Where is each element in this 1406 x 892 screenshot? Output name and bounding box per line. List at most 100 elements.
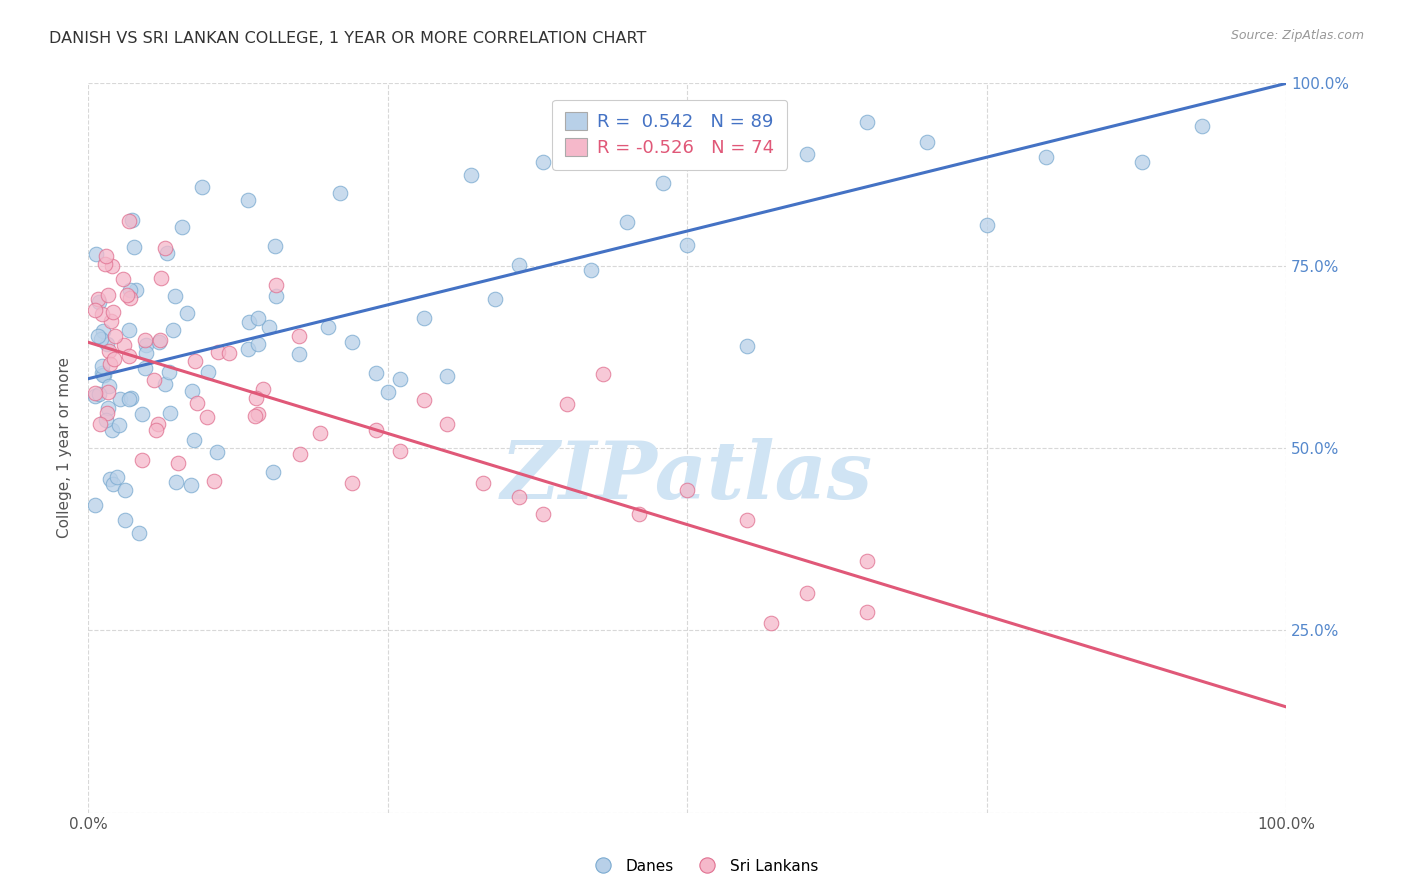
Point xyxy=(111,272,134,286)
Point xyxy=(247,336,270,351)
Point xyxy=(91,359,114,374)
Point xyxy=(262,465,284,479)
Point xyxy=(97,401,120,415)
Point xyxy=(197,365,219,379)
Point xyxy=(84,246,107,260)
Point xyxy=(121,213,143,227)
Point xyxy=(146,417,169,432)
Point xyxy=(191,179,214,194)
Point xyxy=(166,456,188,470)
Point xyxy=(388,371,411,385)
Point xyxy=(288,447,311,461)
Point xyxy=(155,242,177,256)
Point xyxy=(165,475,187,489)
Point xyxy=(460,168,482,182)
Point xyxy=(377,384,399,399)
Point xyxy=(135,337,157,351)
Point xyxy=(128,526,150,541)
Point xyxy=(104,328,127,343)
Point xyxy=(84,389,107,403)
Point xyxy=(125,284,148,298)
Point xyxy=(97,344,120,359)
Point xyxy=(412,310,434,325)
Point xyxy=(91,368,114,383)
Point xyxy=(108,418,131,433)
Point xyxy=(118,283,141,297)
Point xyxy=(1239,62,1261,76)
Point xyxy=(96,413,118,427)
Point xyxy=(103,351,125,366)
Point xyxy=(388,444,411,458)
Point xyxy=(91,366,114,380)
Point xyxy=(236,342,259,356)
Point xyxy=(1130,155,1153,169)
Point xyxy=(89,386,111,401)
Point xyxy=(135,346,157,360)
Point xyxy=(165,289,187,303)
Point xyxy=(796,585,818,599)
Point xyxy=(162,323,184,337)
Point xyxy=(181,384,204,399)
Point xyxy=(186,396,208,410)
Point xyxy=(100,472,122,486)
Point xyxy=(735,339,758,353)
Point xyxy=(84,302,107,317)
Point xyxy=(412,393,434,408)
Point xyxy=(105,470,128,484)
Point xyxy=(91,324,114,338)
Point xyxy=(94,257,117,271)
Point xyxy=(508,258,530,272)
Point xyxy=(263,239,285,253)
Point xyxy=(156,245,179,260)
Point xyxy=(110,392,132,406)
Point xyxy=(180,478,202,492)
Point xyxy=(149,270,172,285)
Point xyxy=(976,218,998,232)
Text: ZIPatlas: ZIPatlas xyxy=(501,438,873,516)
Point xyxy=(264,277,287,292)
Point xyxy=(508,491,530,505)
Point xyxy=(94,249,117,263)
Legend: R =  0.542   N = 89, R = -0.526   N = 74: R = 0.542 N = 89, R = -0.526 N = 74 xyxy=(553,100,787,169)
Point xyxy=(97,379,120,393)
Point xyxy=(100,314,122,328)
Point xyxy=(159,406,181,420)
Point xyxy=(288,346,311,360)
Point xyxy=(340,334,363,349)
Point xyxy=(1035,150,1057,164)
Text: DANISH VS SRI LANKAN COLLEGE, 1 YEAR OR MORE CORRELATION CHART: DANISH VS SRI LANKAN COLLEGE, 1 YEAR OR … xyxy=(49,31,647,46)
Point xyxy=(264,289,287,303)
Point xyxy=(114,513,136,527)
Point xyxy=(172,219,194,234)
Point xyxy=(218,346,240,360)
Point xyxy=(87,294,110,309)
Point xyxy=(472,476,495,491)
Point xyxy=(96,406,118,420)
Point xyxy=(796,146,818,161)
Point xyxy=(555,144,578,158)
Point xyxy=(112,338,135,352)
Point xyxy=(759,615,782,630)
Point xyxy=(131,453,153,467)
Point xyxy=(855,605,877,619)
Point xyxy=(176,306,198,320)
Point xyxy=(245,409,267,423)
Point xyxy=(855,114,877,128)
Point xyxy=(531,154,554,169)
Point xyxy=(581,263,603,277)
Point xyxy=(118,214,141,228)
Y-axis label: College, 1 year or more: College, 1 year or more xyxy=(58,358,72,539)
Text: Source: ZipAtlas.com: Source: ZipAtlas.com xyxy=(1230,29,1364,42)
Point xyxy=(118,322,141,336)
Point xyxy=(616,214,638,228)
Point xyxy=(91,307,114,321)
Point xyxy=(676,483,699,497)
Point xyxy=(202,474,225,488)
Point xyxy=(252,382,274,396)
Point xyxy=(114,483,136,497)
Point xyxy=(157,365,180,379)
Point xyxy=(183,354,205,368)
Point xyxy=(98,357,121,371)
Point xyxy=(118,392,141,406)
Point xyxy=(120,391,142,405)
